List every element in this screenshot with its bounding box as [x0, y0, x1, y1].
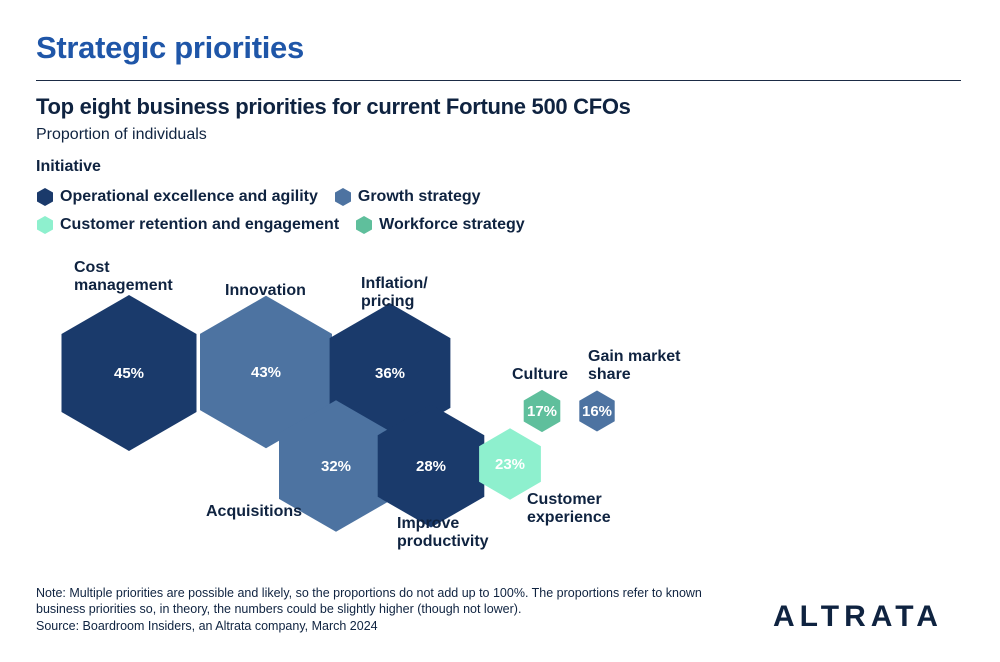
hexagon-mark	[377, 404, 485, 528]
legend-label: Workforce strategy	[379, 216, 525, 233]
hexagon-icon	[334, 188, 351, 206]
hexagon-icon	[37, 188, 53, 206]
value-label: 17%	[527, 403, 557, 420]
legend-swatch-3	[356, 216, 373, 234]
category-label: Culture	[512, 366, 568, 383]
hexagon-mark	[523, 389, 561, 433]
section-title: Strategic priorities	[36, 30, 304, 65]
legend-item-workforce: Workforce strategy	[355, 215, 525, 235]
category-label: experience	[527, 509, 611, 526]
hexagon-mark	[279, 400, 393, 532]
footnote: Note: Multiple priorities are possible a…	[36, 586, 702, 616]
legend-item-customer: Customer retention and engagement	[36, 215, 339, 235]
legend-row-2: Customer retention and engagement Workfo…	[36, 211, 676, 239]
value-label: 28%	[416, 458, 446, 475]
legend-swatch-1	[334, 188, 351, 206]
hexagon-icon	[356, 216, 373, 234]
category-label: Gain market	[588, 348, 681, 365]
legend-row-1: Operational excellence and agility Growt…	[36, 183, 676, 211]
value-label: 43%	[251, 364, 281, 381]
category-label: Cost	[74, 259, 110, 276]
hexagon-mark	[479, 428, 541, 500]
category-label: Innovation	[225, 282, 306, 299]
altrata-logo: ALTRATA	[773, 600, 943, 633]
legend-item-operational: Operational excellence and agility	[36, 187, 318, 207]
legend-swatch-2	[37, 216, 53, 234]
value-label: 45%	[114, 365, 144, 382]
legend: Operational excellence and agility Growt…	[36, 183, 676, 239]
category-label: share	[588, 366, 631, 383]
category-label: productivity	[397, 533, 489, 550]
value-label: 36%	[375, 365, 405, 382]
legend-label: Customer retention and engagement	[60, 216, 340, 233]
value-label: 32%	[321, 458, 351, 475]
hexagon-mark	[579, 390, 615, 432]
chart-subtitle: Proportion of individuals	[36, 126, 207, 143]
legend-swatch-0	[37, 188, 53, 206]
hexagon-mark	[329, 303, 451, 443]
value-label: 23%	[495, 456, 525, 473]
hexagon-mark	[200, 295, 332, 449]
category-label: Customer	[527, 491, 602, 508]
hexagon-icon	[37, 216, 53, 234]
legend-item-growth: Growth strategy	[334, 187, 481, 207]
category-label: pricing	[361, 293, 414, 310]
category-label: management	[74, 277, 173, 294]
chart-title: Top eight business priorities for curren…	[36, 94, 631, 119]
divider	[36, 80, 961, 81]
category-label: Inflation/	[361, 275, 428, 292]
category-label: Improve	[397, 515, 459, 532]
hexagon-mark	[61, 295, 197, 451]
value-label: 16%	[582, 403, 612, 420]
legend-title: Initiative	[36, 158, 101, 175]
category-label: Acquisitions	[206, 503, 302, 520]
legend-label: Growth strategy	[357, 188, 481, 205]
legend-label: Operational excellence and agility	[60, 188, 318, 205]
source-note: Source: Boardroom Insiders, an Altrata c…	[36, 619, 378, 633]
